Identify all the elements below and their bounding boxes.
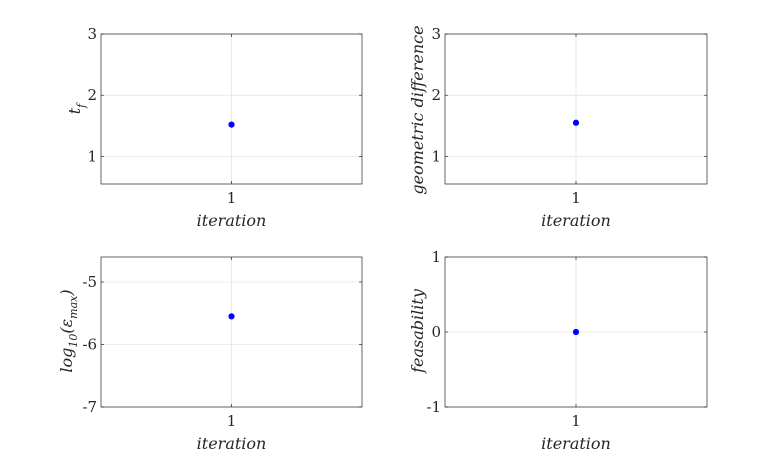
x-tick-label: 1	[571, 412, 581, 430]
y-tick-label: 1	[87, 147, 97, 165]
subplot-tf: tf 1 2 3 1 iteration	[65, 25, 363, 230]
y-tick-label: -7	[82, 398, 97, 416]
y-tick-label: 3	[87, 25, 97, 43]
data-point	[572, 119, 580, 126]
x-axis-label: iteration	[541, 434, 611, 453]
y-tick-label: 2	[87, 86, 97, 104]
ylabel-log-eps-max: log10(εmax)	[57, 289, 80, 372]
ylabel-feasability: feasability	[408, 288, 427, 374]
y-tick-label: -5	[82, 273, 97, 291]
y-tick-label: -1	[426, 398, 441, 416]
x-tick-label: 1	[227, 189, 237, 207]
x-axis-label: iteration	[197, 434, 267, 453]
y-tick-label: -6	[82, 336, 97, 354]
ylabel-geometric-difference: geometric difference	[408, 25, 427, 194]
y-tick-label: 3	[431, 25, 441, 43]
data-point	[228, 313, 235, 320]
y-tick-label: 1	[431, 248, 441, 266]
x-tick-label: 1	[571, 189, 581, 207]
x-axis-label: iteration	[197, 211, 267, 230]
data-point	[228, 121, 235, 128]
ylabel-tf: tf	[65, 102, 88, 114]
x-axis-label: iteration	[541, 211, 611, 230]
subplot-feasability: feasability -1 0 1 1 iteration	[408, 248, 708, 453]
y-tick-label: 2	[431, 86, 441, 104]
y-tick-label: 1	[431, 147, 441, 165]
subplot-log-eps-max: log10(εmax) -7 -6 -5 1 iteration	[57, 256, 363, 453]
subplot-geometric-difference: geometric difference 1 2 3 1 iteration	[408, 25, 708, 230]
x-tick-label: 1	[227, 412, 237, 430]
y-tick-label: 0	[431, 323, 441, 341]
data-point	[572, 328, 580, 336]
